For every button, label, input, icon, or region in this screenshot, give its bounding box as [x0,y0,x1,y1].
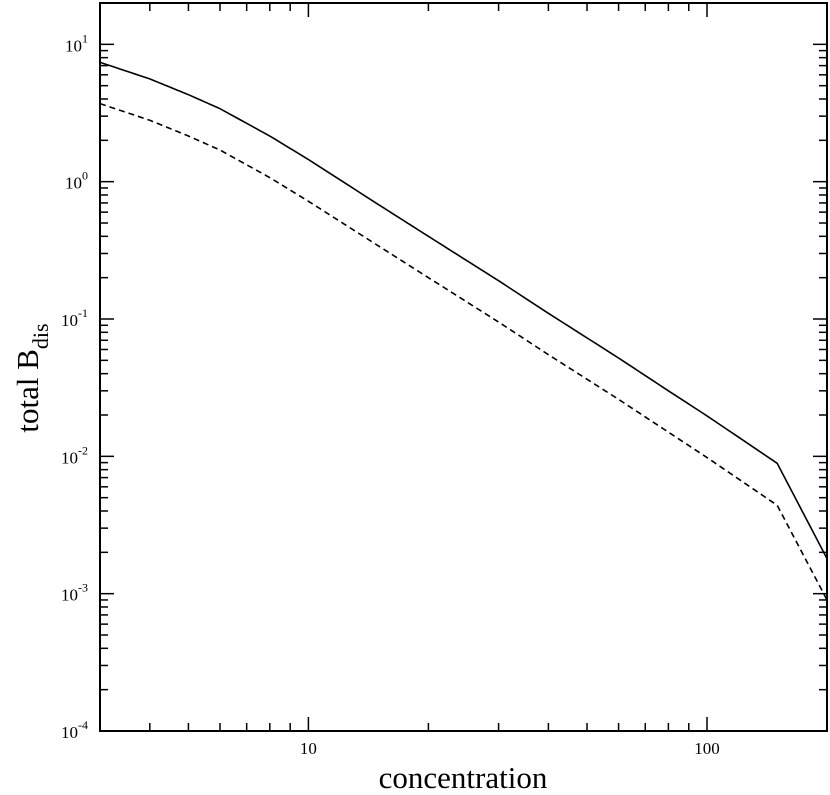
x-tick-label: 100 [694,739,720,758]
x-axis-ticks: 10 100 [99,3,828,758]
series-line-dashed [99,102,828,601]
y-axis-ticks: 101 100 10-1 10-2 10-3 10-4 [61,2,827,742]
y-tick-label: 10-3 [61,581,88,605]
y-tick-label: 10-1 [61,306,88,330]
plot-frame [99,2,828,732]
y-tick-label: 10-4 [61,718,88,742]
series-layer [99,61,828,601]
y-tick-label: 101 [65,31,88,55]
y-axis-title: total Bdis [10,323,53,432]
y-axis-title-main: total B [10,349,45,433]
y-axis-title-subscript: dis [28,323,53,349]
x-axis-title: concentration [379,760,548,795]
series-line-solid [99,61,828,559]
y-tick-label: 100 [65,169,88,193]
x-tick-label: 10 [300,739,317,758]
y-tick-label: 10-2 [61,443,88,467]
svg-text:total Bdis: total Bdis [10,323,53,432]
